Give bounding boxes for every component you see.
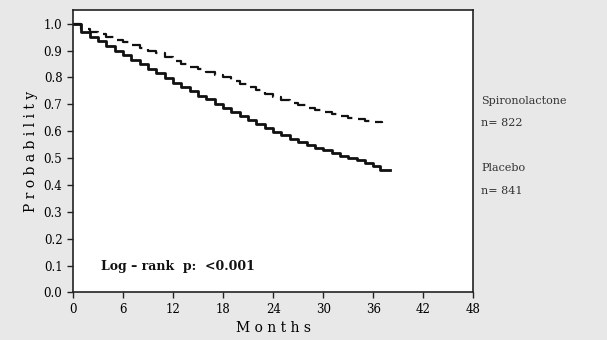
Text: Placebo: Placebo	[481, 163, 526, 173]
Text: n= 841: n= 841	[481, 186, 523, 196]
X-axis label: M o n t h s: M o n t h s	[236, 321, 311, 335]
Y-axis label: P r o b a b i l i t y: P r o b a b i l i t y	[24, 91, 38, 212]
Text: Spironolactone: Spironolactone	[481, 96, 567, 105]
Text: Log – rank  p:  <0.001: Log – rank p: <0.001	[101, 260, 255, 273]
Text: n= 822: n= 822	[481, 118, 523, 128]
